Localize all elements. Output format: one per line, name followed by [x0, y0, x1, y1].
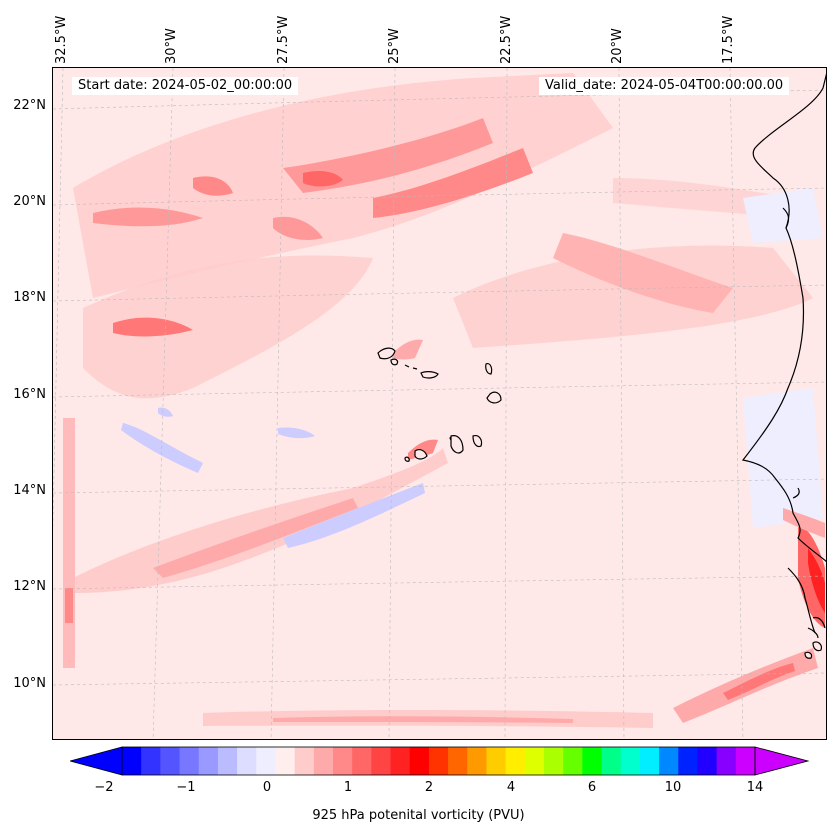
- colorbar-cell: [179, 747, 200, 775]
- pv-field-shading: [63, 73, 825, 728]
- colorbar-cell: [122, 747, 142, 775]
- colorbar-cell: [371, 747, 392, 775]
- latitude-label: 22°N: [13, 98, 46, 113]
- colorbar-cells: [122, 747, 756, 775]
- colorbar: [70, 746, 810, 776]
- colorbar-cell: [141, 747, 161, 775]
- latitude-label: 20°N: [13, 194, 46, 209]
- longitude-label: 22.5°W: [499, 15, 514, 64]
- colorbar-tick-label: 4: [506, 780, 516, 795]
- colorbar-outline: [121, 746, 756, 776]
- colorbar-cell: [601, 747, 622, 775]
- colorbar-tick-label: −1: [176, 780, 196, 795]
- pv-field-map: [53, 68, 826, 739]
- colorbar-cell: [256, 747, 276, 775]
- colorbar-cell: [486, 747, 507, 775]
- colorbar-cell: [716, 747, 737, 775]
- colorbar-cell: [659, 747, 679, 775]
- colorbar-title: 925 hPa potenital vorticity (PVU): [312, 808, 525, 823]
- latitude-label: 14°N: [13, 483, 46, 498]
- colorbar-tick-label: 1: [343, 780, 353, 795]
- colorbar-cell: [198, 747, 219, 775]
- colorbar-cell: [697, 747, 718, 775]
- colorbar-cell: [313, 747, 334, 775]
- colorbar-cell: [352, 747, 372, 775]
- colorbar-tick-label: −2: [94, 780, 114, 795]
- longitude-label: 25°W: [387, 28, 402, 64]
- colorbar-cell: [620, 747, 641, 775]
- colorbar-cell: [639, 747, 660, 775]
- colorbar-tick-label: 14: [746, 780, 764, 795]
- colorbar-cell: [563, 747, 583, 775]
- latitude-label: 18°N: [13, 290, 46, 305]
- colorbar-cell: [409, 747, 430, 775]
- latitude-label: 10°N: [13, 676, 46, 691]
- colorbar-cell: [217, 747, 238, 775]
- colorbar-cell: [467, 747, 487, 775]
- colorbar-tick-label: 0: [262, 780, 272, 795]
- colorbar-cell: [333, 747, 353, 775]
- colorbar-cell: [582, 747, 603, 775]
- valid-date-label: Valid_date: 2024-05-04T00:00:00.00: [539, 77, 790, 95]
- colorbar-cell: [544, 747, 564, 775]
- colorbar-cell: [294, 747, 315, 775]
- colorbar-cell: [237, 747, 257, 775]
- longitude-label: 20°W: [610, 28, 625, 64]
- colorbar-cell: [275, 747, 296, 775]
- colorbar-tick-label: 10: [664, 780, 682, 795]
- longitude-label: 32.5°W: [54, 15, 69, 64]
- colorbar-cell: [735, 747, 756, 775]
- longitude-label: 30°W: [164, 28, 179, 64]
- colorbar-cell: [428, 747, 449, 775]
- colorbar-cell: [160, 747, 181, 775]
- coastlines: [377, 73, 826, 659]
- colorbar-over-arrow: [754, 746, 810, 776]
- colorbar-cell: [678, 747, 698, 775]
- colorbar-tick-label: 2: [424, 780, 434, 795]
- latitude-label: 16°N: [13, 387, 46, 402]
- longitude-label: 27.5°W: [276, 15, 291, 64]
- colorbar-under-arrow: [70, 746, 123, 776]
- colorbar-tick-label: 6: [587, 780, 597, 795]
- start-date-label: Start date: 2024-05-02_00:00:00: [72, 77, 299, 95]
- map-area: [52, 67, 827, 740]
- colorbar-cell: [505, 747, 526, 775]
- colorbar-cell: [524, 747, 545, 775]
- latitude-label: 12°N: [13, 579, 46, 594]
- gridlines: [53, 68, 826, 739]
- longitude-label: 17.5°W: [721, 15, 736, 64]
- colorbar-cell: [390, 747, 411, 775]
- colorbar-cell: [448, 747, 468, 775]
